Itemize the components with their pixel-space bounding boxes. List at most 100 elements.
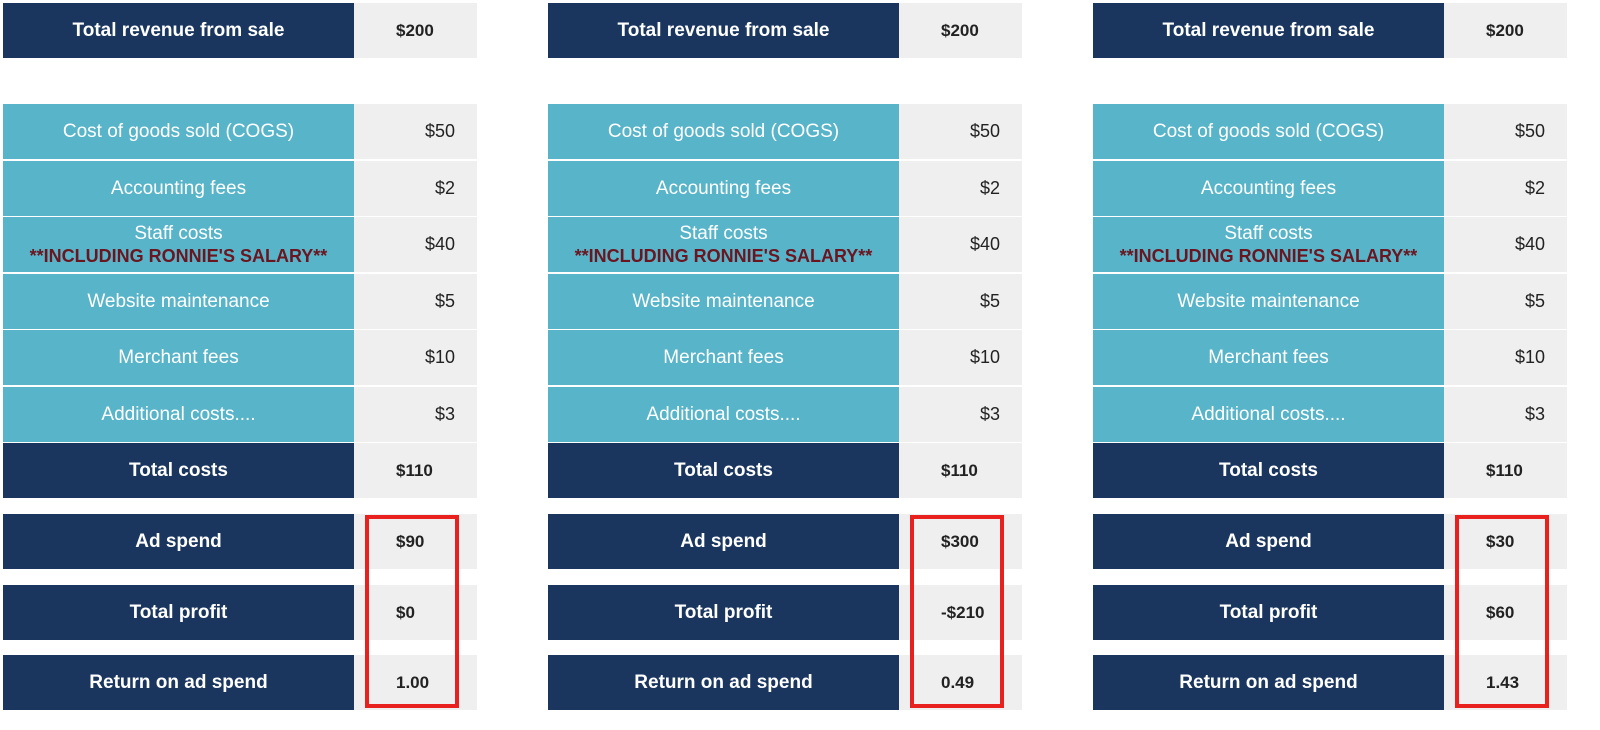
- cost-value: $2: [354, 161, 477, 216]
- cost-label-cell: Cost of goods sold (COGS): [1093, 104, 1444, 159]
- cost-value: $10: [354, 330, 477, 385]
- cost-note: **INCLUDING RONNIE'S SALARY**: [574, 245, 873, 266]
- total-costs-value: $110: [899, 443, 1022, 498]
- total-revenue-label: Total revenue from sale: [3, 3, 354, 58]
- total-profit-label: Total profit: [3, 585, 354, 640]
- cost-row: Website maintenance $5: [1093, 274, 1567, 329]
- cost-label-cell: Merchant fees: [3, 330, 354, 385]
- total-revenue-row: Total revenue from sale $200: [548, 3, 1022, 58]
- cost-value: $5: [354, 274, 477, 329]
- cost-row: Cost of goods sold (COGS) $50: [1093, 104, 1567, 159]
- cost-label: Accounting fees: [1200, 177, 1337, 199]
- cost-row: Additional costs.... $3: [3, 387, 477, 442]
- cost-label: Additional costs....: [1191, 403, 1346, 425]
- total-costs-label: Total costs: [548, 443, 899, 498]
- cost-label: Additional costs....: [101, 403, 256, 425]
- cost-value: $2: [1444, 161, 1567, 216]
- cost-row: Accounting fees $2: [3, 161, 477, 216]
- cost-value: $50: [1444, 104, 1567, 159]
- cost-label-cell: Website maintenance: [548, 274, 899, 329]
- cost-label-cell: Additional costs....: [3, 387, 354, 442]
- cost-row: Cost of goods sold (COGS) $50: [548, 104, 1022, 159]
- ad-spend-label: Ad spend: [1093, 514, 1444, 569]
- total-revenue-value: $200: [899, 3, 1022, 58]
- total-costs-value: $110: [1444, 443, 1567, 498]
- cost-label-cell: Additional costs....: [548, 387, 899, 442]
- cost-label: Additional costs....: [646, 403, 801, 425]
- cost-row: Cost of goods sold (COGS) $50: [3, 104, 477, 159]
- cost-value: $5: [1444, 274, 1567, 329]
- cost-label-cell: Merchant fees: [1093, 330, 1444, 385]
- cost-label-cell: Staff costs **INCLUDING RONNIE'S SALARY**: [548, 217, 899, 272]
- ad-spend-row: Ad spend $90: [3, 514, 477, 569]
- cost-label: Merchant fees: [118, 346, 239, 368]
- cost-row: Staff costs **INCLUDING RONNIE'S SALARY**…: [3, 217, 477, 272]
- cost-row: Additional costs.... $3: [1093, 387, 1567, 442]
- cost-row: Staff costs **INCLUDING RONNIE'S SALARY**…: [1093, 217, 1567, 272]
- cost-row: Merchant fees $10: [1093, 330, 1567, 385]
- cost-value: $40: [1444, 217, 1567, 272]
- cost-row: Accounting fees $2: [1093, 161, 1567, 216]
- total-revenue-row: Total revenue from sale $200: [1093, 3, 1567, 58]
- return-on-ad-spend-label: Return on ad spend: [548, 655, 899, 710]
- cost-label: Staff costs: [679, 222, 768, 244]
- cost-row: Website maintenance $5: [548, 274, 1022, 329]
- return-on-ad-spend-label: Return on ad spend: [3, 655, 354, 710]
- cost-label: Cost of goods sold (COGS): [62, 120, 295, 142]
- cost-value: $3: [1444, 387, 1567, 442]
- total-costs-value: $110: [354, 443, 477, 498]
- cost-label-cell: Merchant fees: [548, 330, 899, 385]
- total-profit-label: Total profit: [1093, 585, 1444, 640]
- cost-value: $40: [899, 217, 1022, 272]
- cost-label: Cost of goods sold (COGS): [607, 120, 840, 142]
- cost-row: Merchant fees $10: [3, 330, 477, 385]
- cost-row: Website maintenance $5: [3, 274, 477, 329]
- highlight-box: [1455, 515, 1549, 708]
- cost-value: $3: [899, 387, 1022, 442]
- cost-row: Accounting fees $2: [548, 161, 1022, 216]
- cost-value: $50: [899, 104, 1022, 159]
- profit-panel-1: Total revenue from sale $200 Cost of goods…: [3, 0, 477, 730]
- cost-label: Merchant fees: [1208, 346, 1329, 368]
- cost-label: Staff costs: [1224, 222, 1313, 244]
- total-costs-label: Total costs: [3, 443, 354, 498]
- cost-note: **INCLUDING RONNIE'S SALARY**: [1119, 245, 1418, 266]
- cost-value: $2: [899, 161, 1022, 216]
- cost-value: $5: [899, 274, 1022, 329]
- cost-label-cell: Staff costs **INCLUDING RONNIE'S SALARY**: [1093, 217, 1444, 272]
- cost-label-cell: Website maintenance: [1093, 274, 1444, 329]
- cost-label-cell: Accounting fees: [1093, 161, 1444, 216]
- cost-value: $50: [354, 104, 477, 159]
- cost-label-cell: Website maintenance: [3, 274, 354, 329]
- cost-row: Additional costs.... $3: [548, 387, 1022, 442]
- cost-row: Merchant fees $10: [548, 330, 1022, 385]
- cost-label: Accounting fees: [655, 177, 792, 199]
- cost-value: $40: [354, 217, 477, 272]
- cost-label-cell: Cost of goods sold (COGS): [3, 104, 354, 159]
- highlight-box: [910, 515, 1004, 708]
- total-revenue-label: Total revenue from sale: [1093, 3, 1444, 58]
- total-costs-label: Total costs: [1093, 443, 1444, 498]
- total-costs-row: Total costs $110: [1093, 443, 1567, 498]
- cost-label: Cost of goods sold (COGS): [1152, 120, 1385, 142]
- ad-spend-label: Ad spend: [548, 514, 899, 569]
- cost-label: Website maintenance: [1177, 290, 1360, 312]
- total-costs-row: Total costs $110: [3, 443, 477, 498]
- total-revenue-row: Total revenue from sale $200: [3, 3, 477, 58]
- cost-label-cell: Cost of goods sold (COGS): [548, 104, 899, 159]
- ad-spend-row: Ad spend $300: [548, 514, 1022, 569]
- highlight-box: [365, 515, 459, 708]
- cost-label-cell: Additional costs....: [1093, 387, 1444, 442]
- total-costs-row: Total costs $110: [548, 443, 1022, 498]
- profit-panel-3: Total revenue from sale $200 Cost of goods…: [1093, 0, 1567, 730]
- total-profit-label: Total profit: [548, 585, 899, 640]
- return-on-ad-spend-label: Return on ad spend: [1093, 655, 1444, 710]
- ad-spend-label: Ad spend: [3, 514, 354, 569]
- cost-row: Staff costs **INCLUDING RONNIE'S SALARY**…: [548, 217, 1022, 272]
- total-revenue-value: $200: [354, 3, 477, 58]
- cost-label: Accounting fees: [110, 177, 247, 199]
- cost-label-cell: Accounting fees: [548, 161, 899, 216]
- cost-note: **INCLUDING RONNIE'S SALARY**: [29, 245, 328, 266]
- cost-label: Website maintenance: [87, 290, 270, 312]
- cost-value: $10: [899, 330, 1022, 385]
